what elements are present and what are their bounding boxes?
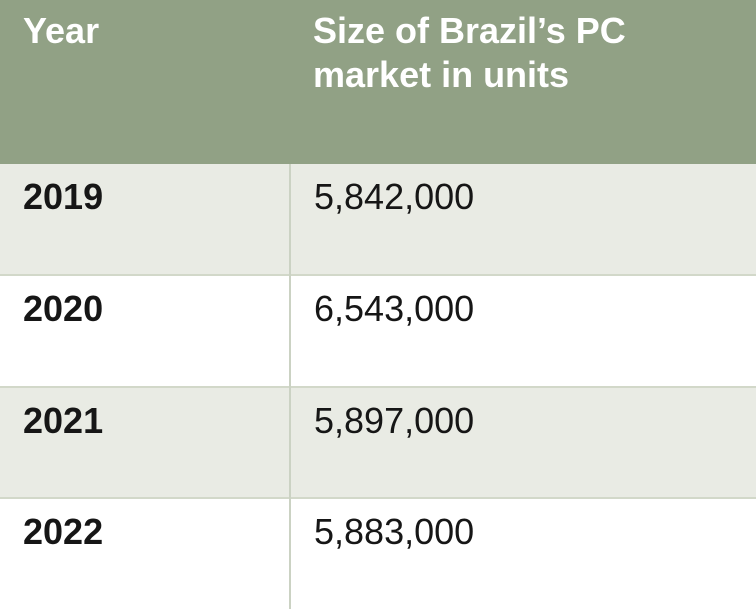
year-cell: 2019	[0, 164, 290, 276]
header-cell-market-size: Size of Brazil’s PC market in units	[290, 0, 756, 164]
value-cell: 5,883,000	[289, 496, 756, 609]
value-cell: 6,543,000	[289, 274, 756, 387]
table-row-2021: 2021 5,897,000	[0, 385, 756, 498]
table-row-2019: 2019 5,842,000	[0, 164, 756, 276]
year-cell: 2022	[0, 496, 290, 609]
value-cell: 5,842,000	[289, 164, 756, 276]
table-row-2022: 2022 5,883,000	[0, 496, 756, 609]
year-cell: 2021	[0, 385, 290, 498]
table-row-2020: 2020 6,543,000	[0, 274, 756, 387]
header-row: Year Size of Brazil’s PC market in units	[0, 0, 756, 164]
year-cell: 2020	[0, 274, 290, 387]
header-cell-year: Year	[0, 0, 290, 164]
value-cell: 5,897,000	[289, 385, 756, 498]
